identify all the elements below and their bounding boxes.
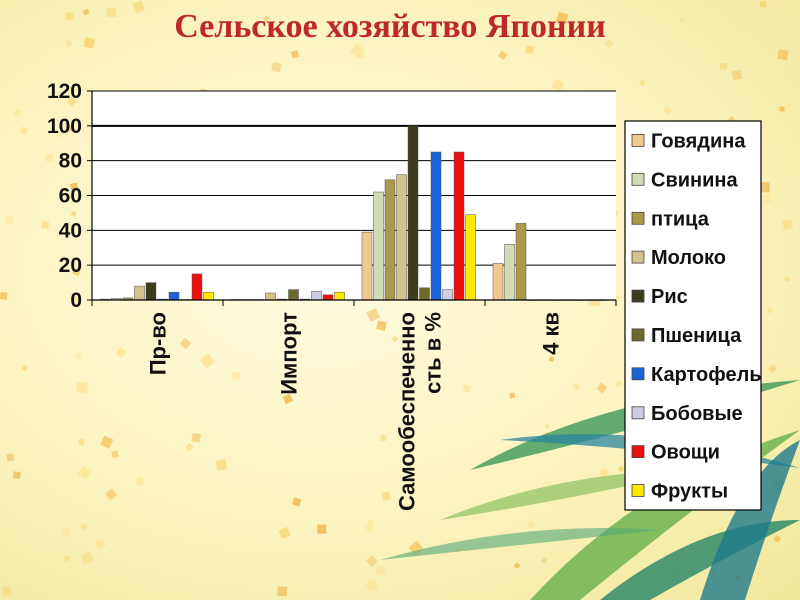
y-tick-label: 60: [59, 185, 82, 208]
bar: [453, 151, 465, 301]
bar: [465, 214, 476, 301]
legend-label: птица: [651, 208, 710, 230]
bar: [407, 125, 419, 301]
legend-swatch: [631, 367, 645, 381]
x-tick-label: Пр-во: [146, 312, 171, 375]
bar: [203, 291, 214, 301]
legend-label: Овощи: [651, 442, 720, 464]
legend-label: Фрукты: [651, 481, 728, 503]
y-tick-label: 0: [70, 289, 82, 312]
bar: [265, 292, 276, 301]
legend-swatch: [631, 484, 645, 497]
bar: [373, 191, 384, 301]
legend-label: Бобовые: [651, 403, 743, 425]
y-tick-label: 120: [47, 80, 82, 103]
legend-box: [624, 120, 762, 511]
bar: [492, 263, 504, 301]
bar: [515, 223, 527, 301]
bar: [430, 151, 442, 301]
legend-label: Рис: [651, 286, 688, 308]
page-title: Сельское хозяйство Японии: [174, 8, 606, 45]
y-tick-label: 100: [47, 115, 82, 138]
y-tick-label: 80: [59, 150, 82, 173]
y-tick-label: 20: [59, 254, 82, 277]
bar: [168, 291, 180, 301]
legend-swatch: [631, 172, 645, 186]
legend-label: Свинина: [651, 169, 738, 191]
x-tick-label: Самообеспеченность в %: [395, 312, 446, 511]
legend-swatch: [631, 289, 645, 303]
bar: [442, 289, 453, 301]
legend-swatch: [631, 445, 645, 459]
bar: [134, 285, 145, 301]
y-tick-label: 40: [59, 219, 82, 242]
legend-label: Говядина: [651, 130, 746, 152]
legend-swatch: [631, 133, 645, 147]
bar: [145, 282, 157, 301]
bar: [396, 174, 407, 301]
x-tick-label: Импорт: [277, 312, 302, 395]
bar: [384, 179, 396, 301]
legend-label: Молоко: [651, 247, 726, 269]
legend-label: Картофель: [651, 364, 762, 386]
legend-swatch: [631, 211, 645, 225]
legend-swatch: [631, 406, 645, 420]
bar: [288, 289, 299, 301]
x-tick-label: 4 кв: [539, 312, 564, 355]
bar: [504, 244, 515, 301]
bar: [311, 291, 322, 301]
bar: [334, 291, 345, 301]
legend-swatch: [631, 328, 645, 342]
bar: [361, 231, 373, 301]
bar: [419, 287, 430, 301]
legend-label: Пшеница: [651, 325, 742, 347]
bar: [322, 294, 334, 301]
bar: [191, 273, 203, 301]
legend-swatch: [631, 250, 645, 264]
